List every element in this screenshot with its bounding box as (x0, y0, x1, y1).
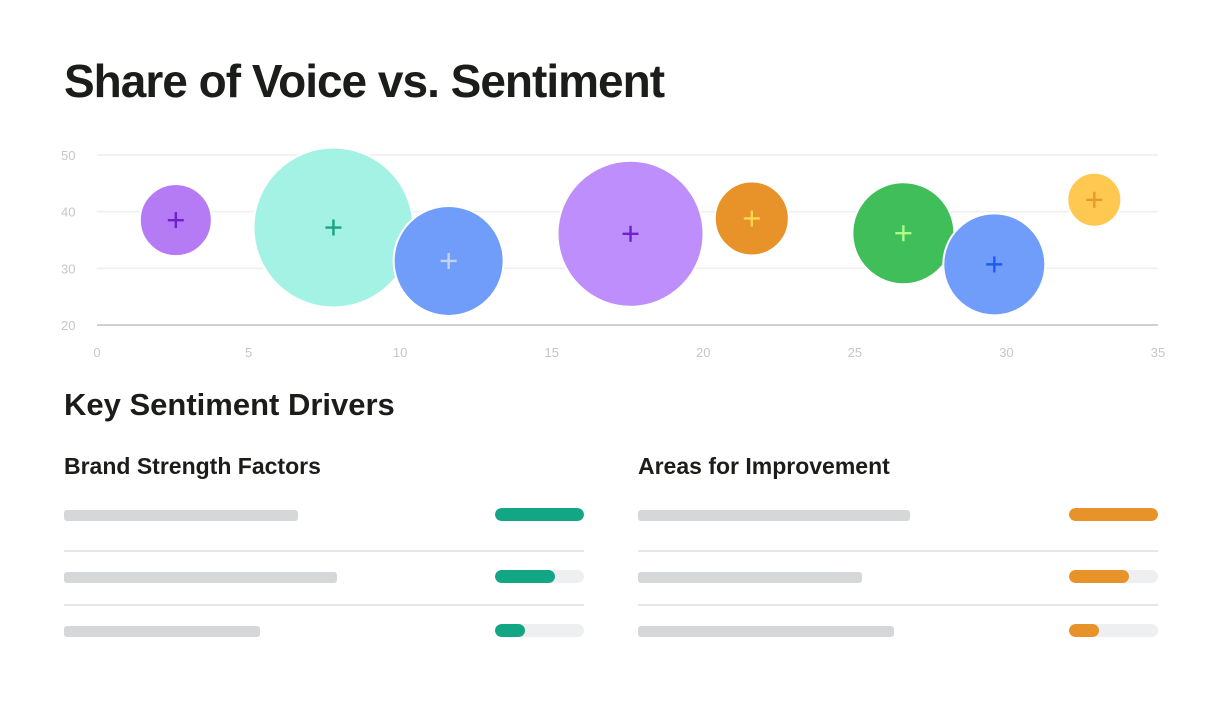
label-placeholder (638, 510, 910, 521)
x-tick-label: 5 (245, 345, 252, 360)
plus-icon (895, 225, 912, 242)
improvement-panel: Areas for Improvement (638, 448, 1158, 658)
driver-row (638, 604, 1158, 658)
plus-icon (986, 256, 1003, 273)
plus-icon (325, 219, 342, 236)
x-tick-label: 25 (848, 345, 862, 360)
score-bar-fill (1069, 624, 1100, 637)
score-bar-fill (495, 508, 584, 521)
score-bar (495, 624, 584, 637)
score-bar (1069, 570, 1158, 583)
score-bar-fill (495, 570, 555, 583)
score-bar (495, 508, 584, 521)
score-bar (1069, 508, 1158, 521)
driver-row (638, 498, 1158, 550)
y-tick-label: 50 (61, 148, 75, 163)
driver-row (64, 604, 584, 658)
label-placeholder (64, 510, 298, 521)
plus-icon (167, 212, 184, 229)
brand-strength-title: Brand Strength Factors (64, 453, 321, 479)
x-tick-label: 30 (999, 345, 1013, 360)
page-title: Share of Voice vs. Sentiment (64, 55, 665, 107)
brand-strength-list (64, 498, 584, 658)
label-placeholder (64, 572, 337, 583)
x-tick-label: 0 (93, 345, 100, 360)
score-bar (1069, 624, 1158, 637)
score-bar (495, 570, 584, 583)
x-tick-label: 15 (544, 345, 558, 360)
section-title: Key Sentiment Drivers (64, 387, 395, 422)
y-tick-label: 40 (61, 205, 75, 220)
driver-row (64, 498, 584, 550)
y-tick-label: 20 (61, 318, 75, 333)
plus-icon (1086, 191, 1103, 208)
score-bar-fill (1069, 570, 1129, 583)
score-bar-fill (495, 624, 526, 637)
label-placeholder (64, 626, 260, 637)
x-tick-label: 20 (696, 345, 710, 360)
brand-strength-panel: Brand Strength Factors (64, 448, 584, 658)
y-tick-label: 30 (61, 261, 75, 276)
driver-row (64, 550, 584, 604)
improvement-list (638, 498, 1158, 658)
x-tick-label: 10 (393, 345, 407, 360)
x-tick-label: 35 (1151, 345, 1165, 360)
bubble-chart: 20 30 40 50 0 5 10 15 20 25 30 35 (61, 146, 1165, 360)
label-placeholder (638, 626, 894, 637)
driver-row (638, 550, 1158, 604)
label-placeholder (638, 572, 862, 583)
plus-icon (743, 210, 760, 227)
plus-icon (622, 225, 639, 242)
score-bar-fill (1069, 508, 1158, 521)
plus-icon (440, 252, 457, 269)
improvement-title: Areas for Improvement (638, 453, 890, 479)
